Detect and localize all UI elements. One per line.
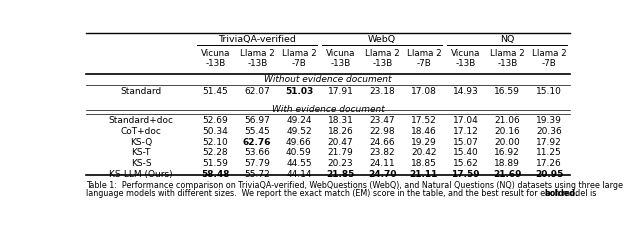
Text: Standard+doc: Standard+doc (109, 116, 173, 125)
Text: 49.52: 49.52 (286, 127, 312, 136)
Text: Vicuna
-13B: Vicuna -13B (201, 49, 230, 68)
Text: 23.18: 23.18 (369, 87, 395, 96)
Text: 18.89: 18.89 (494, 159, 520, 168)
Text: KS-T: KS-T (132, 149, 151, 157)
Text: 55.45: 55.45 (244, 127, 270, 136)
Text: 15.10: 15.10 (536, 87, 562, 96)
Text: 51.59: 51.59 (203, 159, 228, 168)
Text: 18.85: 18.85 (411, 159, 437, 168)
Text: 23.47: 23.47 (369, 116, 395, 125)
Text: KS-LLM (Ours): KS-LLM (Ours) (109, 170, 173, 179)
Text: Vicuna
-13B: Vicuna -13B (451, 49, 481, 68)
Text: With evidence document: With evidence document (271, 105, 385, 114)
Text: WebQ: WebQ (368, 35, 396, 44)
Text: 50.34: 50.34 (203, 127, 228, 136)
Text: Llama 2
-13B: Llama 2 -13B (240, 49, 275, 68)
Text: KS-Q: KS-Q (130, 138, 152, 147)
Text: 20.36: 20.36 (536, 127, 562, 136)
Text: 17.59: 17.59 (451, 170, 480, 179)
Text: 17.12: 17.12 (452, 127, 479, 136)
Text: Vicuna
-13B: Vicuna -13B (326, 49, 355, 68)
Text: 44.55: 44.55 (286, 159, 312, 168)
Text: 49.24: 49.24 (286, 116, 312, 125)
Text: Llama 2
-7B: Llama 2 -7B (406, 49, 442, 68)
Text: 21.11: 21.11 (410, 170, 438, 179)
Text: TriviaQA-verified: TriviaQA-verified (218, 35, 296, 44)
Text: Llama 2
-7B: Llama 2 -7B (532, 49, 566, 68)
Text: 52.10: 52.10 (203, 138, 228, 147)
Text: 15.40: 15.40 (452, 149, 479, 157)
Text: Llama 2
-13B: Llama 2 -13B (365, 49, 399, 68)
Text: 20.42: 20.42 (411, 149, 436, 157)
Text: 15.07: 15.07 (452, 138, 479, 147)
Text: Without evidence document: Without evidence document (264, 75, 392, 84)
Text: Llama 2
-13B: Llama 2 -13B (490, 49, 525, 68)
Text: 22.98: 22.98 (369, 127, 395, 136)
Text: 52.28: 52.28 (203, 149, 228, 157)
Text: CoT+doc: CoT+doc (121, 127, 162, 136)
Text: 55.72: 55.72 (244, 170, 270, 179)
Text: 18.26: 18.26 (328, 127, 353, 136)
Text: 17.52: 17.52 (411, 116, 437, 125)
Text: 24.66: 24.66 (369, 138, 395, 147)
Text: language models with different sizes.  We report the exact match (EM) score in t: language models with different sizes. We… (86, 189, 599, 198)
Text: 24.11: 24.11 (369, 159, 395, 168)
Text: 21.06: 21.06 (495, 116, 520, 125)
Text: Llama 2
-7B: Llama 2 -7B (282, 49, 316, 68)
Text: 20.16: 20.16 (495, 127, 520, 136)
Text: 23.82: 23.82 (369, 149, 395, 157)
Text: 20.95: 20.95 (535, 170, 563, 179)
Text: 17.91: 17.91 (328, 87, 353, 96)
Text: 18.46: 18.46 (411, 127, 437, 136)
Text: 51.45: 51.45 (203, 87, 228, 96)
Text: 15.62: 15.62 (452, 159, 479, 168)
Text: 62.07: 62.07 (244, 87, 270, 96)
Text: 11.25: 11.25 (536, 149, 562, 157)
Text: 44.14: 44.14 (286, 170, 312, 179)
Text: 17.08: 17.08 (411, 87, 437, 96)
Text: KS-S: KS-S (131, 159, 152, 168)
Text: NQ: NQ (500, 35, 515, 44)
Text: 18.31: 18.31 (328, 116, 353, 125)
Text: 21.79: 21.79 (328, 149, 353, 157)
Text: 49.66: 49.66 (286, 138, 312, 147)
Text: 17.92: 17.92 (536, 138, 562, 147)
Text: 20.00: 20.00 (495, 138, 520, 147)
Text: 17.04: 17.04 (452, 116, 479, 125)
Text: 52.69: 52.69 (203, 116, 228, 125)
Text: Standard: Standard (120, 87, 162, 96)
Text: 24.70: 24.70 (368, 170, 397, 179)
Text: Table 1:  Performance comparison on TriviaQA-verified, WebQuestions (WebQ), and : Table 1: Performance comparison on Trivi… (86, 181, 623, 190)
Text: 20.47: 20.47 (328, 138, 353, 147)
Text: 53.66: 53.66 (244, 149, 270, 157)
Text: 62.76: 62.76 (243, 138, 271, 147)
Text: 16.59: 16.59 (494, 87, 520, 96)
Text: bolded.: bolded. (544, 189, 579, 198)
Text: 21.85: 21.85 (326, 170, 355, 179)
Text: 21.69: 21.69 (493, 170, 522, 179)
Text: 51.03: 51.03 (285, 87, 313, 96)
Text: 19.29: 19.29 (411, 138, 437, 147)
Text: 40.59: 40.59 (286, 149, 312, 157)
Text: 20.23: 20.23 (328, 159, 353, 168)
Text: 17.26: 17.26 (536, 159, 562, 168)
Text: 56.97: 56.97 (244, 116, 270, 125)
Text: 57.79: 57.79 (244, 159, 270, 168)
Text: 19.39: 19.39 (536, 116, 562, 125)
Text: 58.48: 58.48 (202, 170, 230, 179)
Text: 16.92: 16.92 (495, 149, 520, 157)
Text: 14.93: 14.93 (452, 87, 479, 96)
